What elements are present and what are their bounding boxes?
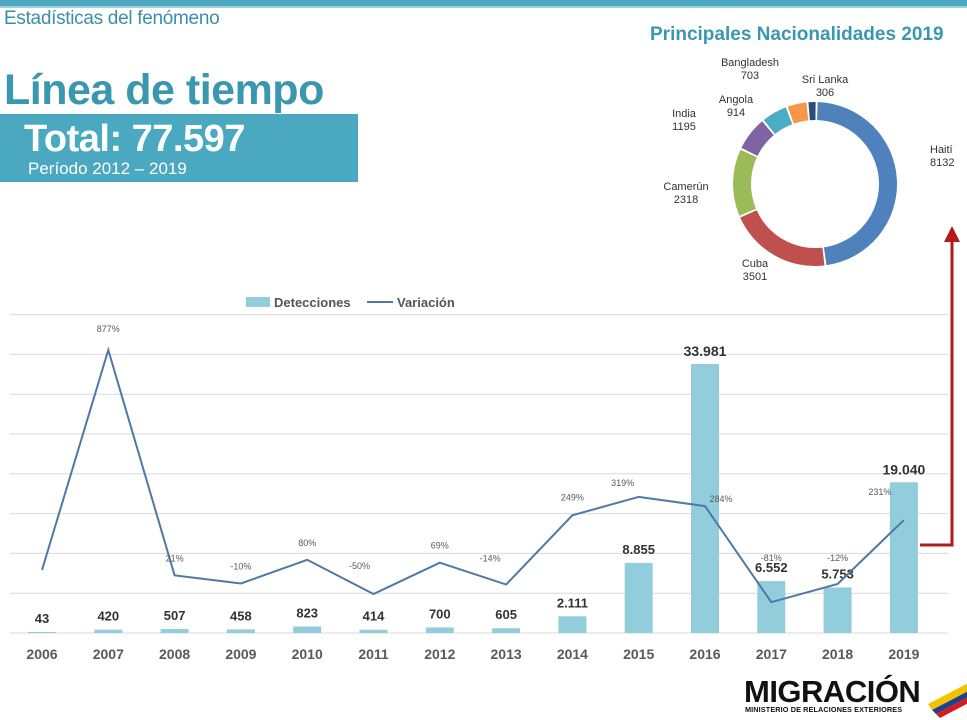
- x-tick-label-2018: 2018: [822, 646, 853, 662]
- legend-label-detecciones: Detecciones: [274, 295, 351, 310]
- page-title: Línea de tiempo: [4, 66, 324, 114]
- pie-label-name: Camerún: [663, 181, 708, 193]
- bar-value-label-2013: 605: [495, 607, 517, 622]
- pie-label-value: 306: [816, 87, 834, 99]
- variation-label-2012: 69%: [431, 541, 449, 551]
- pie-label-name: Sri Lanka: [802, 74, 849, 86]
- variation-label-2016: 284%: [709, 494, 732, 504]
- x-tick-label-2006: 2006: [26, 646, 57, 662]
- x-tick-label-2015: 2015: [623, 646, 654, 662]
- variation-label-2011: -50%: [349, 561, 370, 571]
- pie-title: Principales Nacionalidades 2019: [650, 24, 944, 45]
- bar-value-label-2012: 700: [429, 606, 451, 621]
- x-tick-label-2019: 2019: [888, 646, 919, 662]
- migracion-logo: MIGRACIÓN MINISTERIO DE RELACIONES EXTER…: [744, 674, 967, 720]
- pie-label-name: Angola: [719, 94, 754, 106]
- bar-value-label-2007: 420: [97, 609, 119, 624]
- bar-value-label-2010: 823: [296, 605, 318, 620]
- pie-label-value: 914: [727, 107, 745, 119]
- bar-value-label-2014: 2.111: [557, 595, 588, 610]
- variation-line: [41, 346, 905, 604]
- variation-label-2008: 21%: [166, 553, 184, 563]
- bar-2007: [94, 629, 123, 633]
- bar-2018: [823, 587, 852, 633]
- bar-2015: [624, 562, 653, 633]
- top-accent-line: [0, 6, 967, 8]
- pie-label-value: 2318: [674, 194, 698, 206]
- bar-2019: [889, 482, 918, 633]
- bar-value-label-2018: 5.753: [821, 566, 854, 581]
- pie-label-name: Cuba: [742, 258, 769, 270]
- pie-label-name: Bangladesh: [721, 57, 779, 69]
- bar-2016: [691, 364, 719, 633]
- bar-value-label-2011: 414: [363, 609, 385, 624]
- variation-label-2019: 231%: [868, 487, 891, 497]
- x-tick-label-2017: 2017: [756, 646, 787, 662]
- pie-slice-haití: [817, 102, 897, 266]
- variation-label-2018: -12%: [827, 553, 848, 563]
- variation-label-2015: 319%: [611, 478, 634, 488]
- bar-2010: [293, 626, 322, 633]
- variation-label-2007: 877%: [97, 324, 120, 334]
- trend-arrow-head-icon: [944, 226, 960, 242]
- logo-subtitle: MINISTERIO DE RELACIONES EXTERIORES: [745, 705, 903, 714]
- bar-value-label-2019: 19.040: [882, 461, 925, 477]
- top-accent-bar: [0, 0, 967, 6]
- logo-name: MIGRACIÓN: [744, 674, 921, 709]
- section-label: Estadísticas del fenómeno: [4, 8, 220, 29]
- bar-2009: [226, 629, 255, 633]
- pie-label-value: 8132: [930, 157, 954, 169]
- bar-value-label-2015: 8.855: [622, 542, 655, 557]
- total-box: Total: 77.597 Período 2012 – 2019: [0, 114, 358, 182]
- bar-2012: [425, 627, 454, 633]
- variation-label-2017: -81%: [761, 553, 782, 563]
- pie-label-value: 1195: [672, 121, 696, 133]
- bar-2011: [359, 629, 388, 633]
- pie-slice-camerún: [732, 149, 757, 216]
- x-tick-label-2009: 2009: [225, 646, 256, 662]
- bar-value-label-2006: 43: [35, 611, 49, 626]
- legend-swatch-detecciones: [246, 297, 270, 307]
- x-tick-label-2014: 2014: [557, 646, 588, 662]
- bar-value-label-2008: 507: [164, 608, 186, 623]
- x-tick-label-2013: 2013: [491, 646, 522, 662]
- pie-label-value: 703: [741, 70, 759, 82]
- trend-arrow: [920, 240, 954, 547]
- variation-label-2009: -10%: [230, 561, 251, 571]
- pie-slice-bangladesh: [787, 102, 809, 124]
- pie-slice-angola: [763, 107, 793, 135]
- flag-stripes-icon: [928, 683, 967, 718]
- bar-value-label-2016: 33.981: [684, 343, 727, 359]
- pie-slice-india: [741, 121, 774, 156]
- bar-value-label-2009: 458: [230, 608, 252, 623]
- bar-2013: [492, 628, 521, 633]
- pie-label-value: 3501: [743, 271, 767, 283]
- pie-label-name: Haití: [930, 144, 953, 156]
- variation-label-2010: 80%: [298, 538, 316, 548]
- total-label: Total: 77.597: [24, 118, 245, 160]
- variation-label-2014: 249%: [561, 492, 584, 502]
- x-tick-label-2008: 2008: [159, 646, 190, 662]
- x-tick-label-2011: 2011: [358, 646, 389, 662]
- pie-slice-cuba: [740, 210, 825, 266]
- x-tick-label-2010: 2010: [292, 646, 323, 662]
- pie-slice-sri-lanka: [808, 101, 816, 121]
- x-tick-label-2016: 2016: [689, 646, 720, 662]
- bar-value-label-2017: 6.552: [755, 560, 788, 575]
- variation-label-2013: -14%: [480, 554, 501, 564]
- bar-2008: [160, 628, 189, 633]
- legend-label-variacion: Variación: [397, 295, 455, 310]
- pie-label-name: India: [672, 108, 697, 120]
- x-tick-label-2007: 2007: [93, 646, 124, 662]
- bar-2006: [28, 632, 56, 633]
- x-tick-label-2012: 2012: [424, 646, 455, 662]
- period-label: Período 2012 – 2019: [28, 159, 187, 178]
- bar-2014: [558, 616, 587, 633]
